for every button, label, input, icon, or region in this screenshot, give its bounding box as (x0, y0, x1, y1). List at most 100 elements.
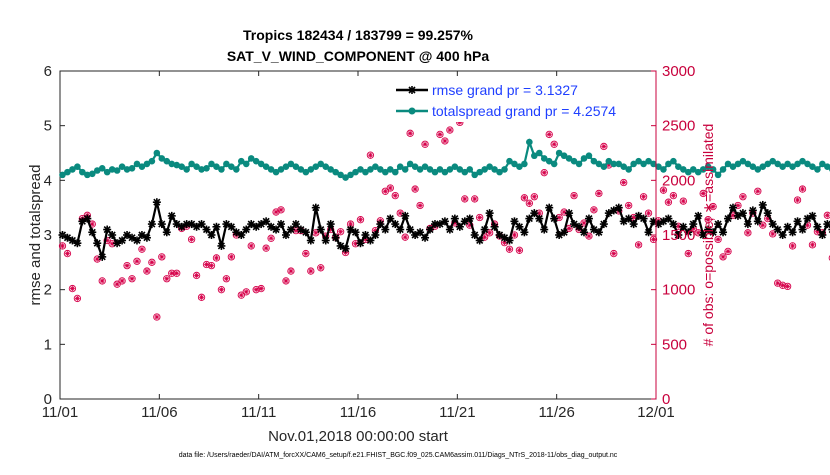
rmse-point (237, 231, 246, 239)
totalspread-point (575, 160, 583, 168)
rmse-point (98, 252, 107, 261)
y-right-tick-label: 1000 (662, 282, 695, 299)
totalspread-point (486, 163, 493, 170)
obs-count-point (187, 235, 196, 244)
rmse-point (277, 220, 286, 229)
totalspread-point (431, 168, 439, 176)
totalspread-point (237, 157, 245, 165)
totalspread-point (307, 166, 315, 173)
totalspread-point (824, 163, 830, 170)
totalspread-point (660, 166, 667, 173)
rmse-point (386, 214, 395, 223)
rmse-point (212, 222, 221, 231)
totalspread-point (386, 166, 394, 173)
rmse-point (440, 217, 449, 226)
totalspread-point (103, 168, 111, 176)
obs-count-point (247, 242, 255, 250)
rmse-point (326, 220, 335, 229)
obs-count-point (669, 191, 678, 200)
obs-count-point (485, 229, 494, 237)
totalspread-point (461, 168, 469, 176)
rmse-point (594, 228, 603, 237)
rmse-point (728, 203, 737, 212)
obs-count-point (476, 213, 484, 222)
obs-count-point (471, 195, 479, 203)
totalspread-point (372, 163, 379, 170)
totalspread-point (357, 166, 364, 173)
obs-count-point (237, 291, 245, 299)
obs-count-point (168, 269, 176, 277)
y-right-tick-label: 3000 (662, 63, 695, 80)
rmse-point (371, 231, 380, 239)
totalspread-point (630, 160, 637, 168)
obs-count-point (714, 235, 722, 244)
totalspread-point (739, 157, 747, 165)
totalspread-point (218, 166, 225, 173)
rmse-point (530, 209, 539, 218)
totalspread-point (491, 166, 498, 173)
rmse-point (83, 214, 92, 223)
obs-count-point (118, 277, 126, 285)
y-right-tick-label: 2500 (662, 118, 695, 135)
rmse-point (147, 220, 156, 229)
rmse-point (450, 214, 459, 223)
obs-count-point (207, 261, 216, 270)
totalspread-point (247, 155, 255, 162)
obs-count-point (312, 229, 320, 237)
rmse-series (58, 198, 830, 262)
obs-count-point (540, 169, 548, 177)
rmse-point (629, 220, 638, 229)
rmse-point (768, 220, 777, 229)
rmse-point (421, 233, 430, 242)
y-tick-label: 0 (44, 391, 52, 408)
totalspread-series (59, 138, 830, 181)
totalspread-point (640, 160, 647, 168)
rmse-point (689, 220, 698, 229)
rmse-point (401, 211, 410, 220)
obs-count-point (709, 202, 717, 211)
rmse-point (808, 211, 817, 220)
obs-count-point (560, 208, 568, 216)
totalspread-point (799, 157, 806, 165)
totalspread-point (684, 168, 692, 176)
totalspread-point (729, 163, 737, 170)
totalspread-point (302, 168, 310, 176)
totalspread-point (819, 160, 826, 168)
rmse-point (520, 228, 529, 237)
totalspread-point (183, 166, 190, 173)
obs-count-point (148, 258, 156, 266)
obs-count-point (625, 201, 633, 210)
rmse-point (510, 217, 519, 226)
totalspread-point (252, 157, 260, 165)
totalspread-point (794, 160, 801, 168)
x-tick-label: 11/01 (42, 404, 78, 421)
rmse-point (669, 220, 678, 229)
rmse-point (684, 228, 693, 237)
totalspread-point (809, 163, 816, 170)
obs-count-point (585, 232, 593, 240)
obs-count-point (783, 282, 792, 291)
rmse-point (361, 231, 370, 239)
totalspread-point (734, 160, 742, 168)
rmse-point (624, 214, 633, 223)
totalspread-point (158, 155, 166, 162)
obs-count-point (202, 260, 211, 269)
x-axis-label: Nov.01,2018 00:00:00 start (268, 428, 449, 445)
totalspread-point (287, 160, 295, 168)
totalspread-point (79, 168, 86, 176)
obs-count-point (823, 211, 830, 219)
totalspread-point (456, 166, 464, 173)
rmse-point (823, 220, 830, 229)
obs-count-point (98, 277, 106, 285)
totalspread-point (406, 160, 414, 168)
totalspread-point (441, 168, 449, 176)
obs-count-point (436, 130, 444, 139)
obs-count-point (610, 249, 618, 258)
rmse-point (818, 231, 827, 239)
totalspread-point (540, 155, 548, 162)
rmse-point (535, 214, 544, 223)
chart-title-line2: SAT_V_WIND_COMPONENT @ 400 hPa (227, 48, 490, 64)
totalspread-point (689, 166, 697, 173)
totalspread-point (600, 163, 608, 170)
